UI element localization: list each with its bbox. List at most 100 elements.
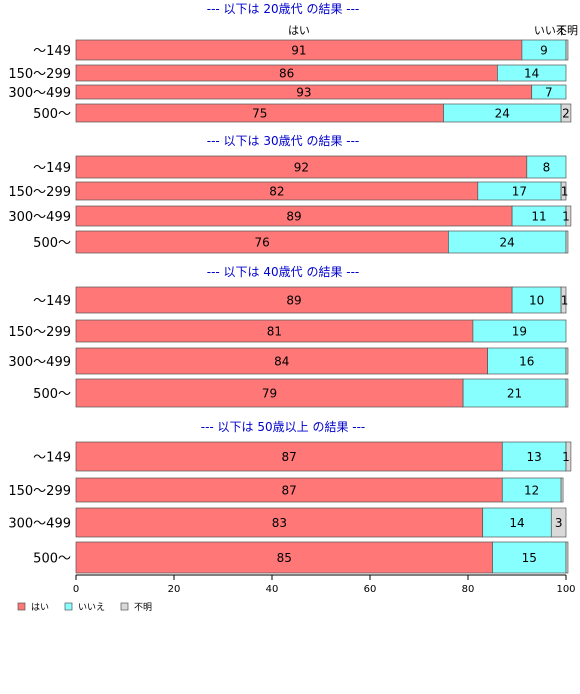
category-label: 150～299 xyxy=(8,484,71,499)
bar-value-label: 14 xyxy=(524,67,539,81)
bar-value-label: 19 xyxy=(512,325,527,339)
bar-value-label: 17 xyxy=(512,185,527,199)
bar-segment-no xyxy=(531,84,567,100)
bar-row: 150～299 86 14 xyxy=(8,64,567,82)
bar-row: ～149 92 8 xyxy=(33,155,567,179)
category-label: ～149 xyxy=(33,44,71,59)
bar-value-label: 76 xyxy=(255,236,270,250)
bar-segment-no xyxy=(482,507,552,538)
bar-value-label: 86 xyxy=(279,67,294,81)
bar-value-label: 1 xyxy=(562,450,570,464)
bar-value-label: 89 xyxy=(286,210,301,224)
bar-segment-unknown xyxy=(565,541,569,574)
category-label: 300～499 xyxy=(8,210,71,225)
bar-value-label: 85 xyxy=(277,551,292,565)
bar-value-label: 8 xyxy=(543,161,551,175)
bar-row: 300～499 93 7 xyxy=(8,84,567,101)
group-title: --- 以下は 20歳代 の結果 --- xyxy=(207,2,360,16)
category-label: 150～299 xyxy=(8,67,71,82)
bar-value-label: 24 xyxy=(500,236,515,250)
bar-segment-unknown xyxy=(565,441,572,472)
legend-label: いいえ xyxy=(78,602,105,613)
bar-segment-unknown xyxy=(565,378,569,408)
category-label: 500～ xyxy=(33,552,71,567)
x-tick-label: 80 xyxy=(462,584,475,595)
bar-row: ～149 87 13 1 xyxy=(33,441,572,472)
category-label: 300～499 xyxy=(8,517,71,532)
bar-segment-unknown xyxy=(560,286,567,314)
bar-value-label: 12 xyxy=(524,484,539,498)
bar-segment-unknown xyxy=(565,205,572,227)
bar-value-label: 87 xyxy=(282,450,297,464)
bar-segment-no xyxy=(497,64,567,82)
category-label: 300～499 xyxy=(8,355,71,370)
bar-value-label: 1 xyxy=(562,210,570,224)
bar-segment-unknown xyxy=(560,103,572,123)
legend-swatch xyxy=(17,602,26,611)
bar-segment-no xyxy=(511,286,562,314)
bar-segment-unknown xyxy=(560,477,564,503)
column-header-no: いいえ xyxy=(534,24,567,37)
bar-value-label: 24 xyxy=(495,107,510,121)
bar-segment-unknown xyxy=(560,181,567,201)
bar-segment-no xyxy=(526,155,567,179)
category-label: 500～ xyxy=(33,107,71,122)
x-tick-label: 60 xyxy=(364,584,377,595)
column-header-yes: はい xyxy=(288,24,310,37)
bar-value-label: 87 xyxy=(282,484,297,498)
bar-value-label: 1 xyxy=(561,185,569,199)
group-1: --- 以下は 20歳代 の結果 --- ～149 91 9 150～299 86 14 30… xyxy=(8,2,572,123)
bar-segment-unknown xyxy=(550,507,567,538)
bar-row: 300～499 89 11 1 xyxy=(8,205,572,227)
bar-value-label: 16 xyxy=(519,355,534,369)
category-label: 500～ xyxy=(33,236,71,251)
bar-segment-yes xyxy=(75,378,464,408)
bar-segment-no xyxy=(487,347,567,375)
bar-segment-unknown xyxy=(565,347,569,375)
bar-value-label: 89 xyxy=(286,294,301,308)
bar-value-label: 3 xyxy=(555,516,563,530)
legend-swatch xyxy=(64,602,73,611)
x-tick-label: 0 xyxy=(73,584,79,595)
x-tick-label: 20 xyxy=(168,584,181,595)
bar-segment-yes xyxy=(75,507,484,538)
category-label: ～149 xyxy=(33,161,71,176)
bar-row: 150～299 87 12 xyxy=(8,477,564,503)
legend-swatch xyxy=(120,602,129,611)
bar-row: 150～299 81 19 xyxy=(8,319,567,343)
x-tick-label: 40 xyxy=(266,584,279,595)
group-title: --- 以下は 40歳代 の結果 --- xyxy=(207,265,360,279)
group-title: --- 以下は 50歳以上 の結果 --- xyxy=(201,420,366,434)
bar-value-label: 2 xyxy=(562,107,570,121)
column-header-unknown: 不明 xyxy=(556,24,578,37)
bar-row: 500～ 79 21 xyxy=(33,378,569,408)
bar-value-label: 9 xyxy=(540,44,548,58)
bar-value-label: 92 xyxy=(294,161,309,175)
bar-segment-no xyxy=(501,477,562,503)
bar-value-label: 10 xyxy=(529,294,544,308)
legend-label: 不明 xyxy=(134,602,152,613)
bar-value-label: 15 xyxy=(522,551,537,565)
bar-value-label: 81 xyxy=(267,325,282,339)
bar-segment-no xyxy=(472,319,567,343)
bar-value-label: 82 xyxy=(269,185,284,199)
bar-row: 300～499 83 14 3 xyxy=(8,507,567,538)
bar-value-label: 13 xyxy=(527,450,542,464)
bar-value-label: 14 xyxy=(509,516,524,530)
bar-row: 300～499 84 16 xyxy=(8,347,569,375)
bar-value-label: 7 xyxy=(545,86,553,100)
category-label: ～149 xyxy=(33,294,71,309)
bar-row: 500～ 76 24 xyxy=(33,230,569,254)
category-label: 150～299 xyxy=(8,185,71,200)
category-label: 150～299 xyxy=(8,325,71,340)
x-tick-label: 100 xyxy=(556,584,575,595)
bar-segment-unknown xyxy=(565,230,569,254)
category-label: 500～ xyxy=(33,387,71,402)
bar-value-label: 83 xyxy=(272,516,287,530)
bar-row: 150～299 82 17 1 xyxy=(8,181,569,201)
bar-row: ～149 89 10 1 xyxy=(33,286,568,314)
bar-segment-yes xyxy=(75,477,503,503)
bar-row: 500～ 85 15 xyxy=(33,541,569,574)
